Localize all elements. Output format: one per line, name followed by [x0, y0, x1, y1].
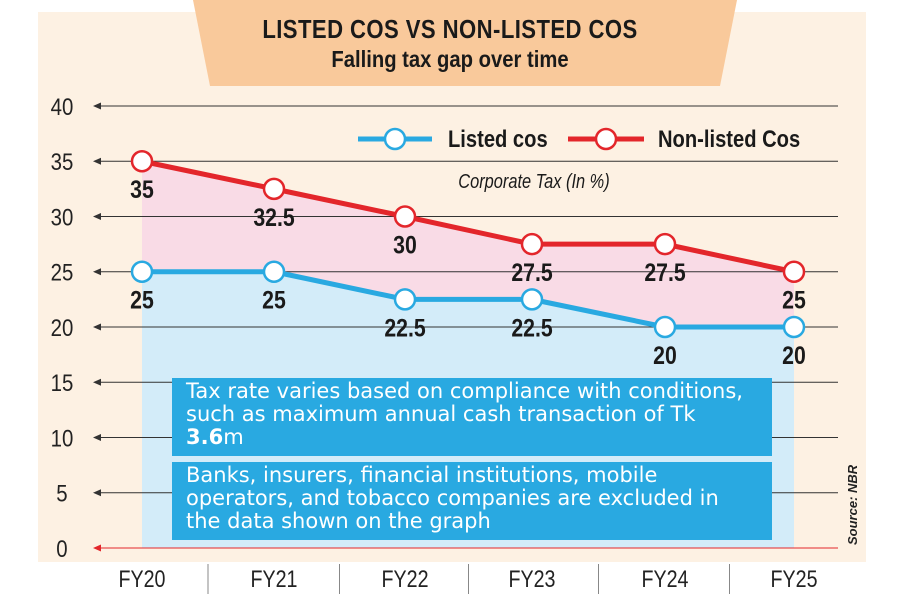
x-tick-label: FY22 [381, 565, 428, 592]
legend-marker-nonlisted [594, 127, 618, 151]
chart-subtitle: Falling tax gap over time [331, 46, 569, 72]
y-tick-label: 40 [51, 93, 74, 120]
data-label-listed: 20 [782, 341, 806, 369]
note-compliance: Tax rate varies based on compliance with… [172, 378, 772, 456]
data-label-nonlisted: 30 [393, 231, 417, 259]
x-tick-label: FY21 [250, 565, 297, 592]
gridline-arrow-20 [93, 323, 101, 331]
y-tick-label: 25 [51, 259, 74, 286]
y-tick-label: 20 [51, 314, 74, 341]
x-tick-label: FY25 [770, 565, 817, 592]
note1-unit: m [223, 425, 244, 449]
y-tick-label: 30 [51, 204, 74, 231]
x-tick-label: FY20 [118, 565, 165, 592]
data-label-listed: 20 [653, 341, 677, 369]
data-label-listed: 22.5 [384, 314, 425, 342]
data-point-nonlisted [520, 232, 544, 256]
legend-label-nonlisted: Non-listed Cos [658, 125, 800, 152]
gap-area [142, 161, 794, 327]
chart-title: LISTED COS VS NON-LISTED COS [262, 14, 638, 44]
data-label-nonlisted: 27.5 [644, 258, 685, 286]
gridline-arrow-5 [93, 489, 101, 497]
legend-marker-listed [383, 127, 407, 151]
data-point-nonlisted [130, 150, 154, 173]
y-tick-label: 5 [56, 480, 67, 507]
data-point-nonlisted [782, 260, 806, 283]
note-exclusions: Banks, insurers, financial institutions,… [172, 462, 772, 540]
data-point-nonlisted [393, 205, 417, 228]
series-line-listed [142, 269, 794, 330]
note1-amount: 3.6 [186, 425, 224, 449]
gridline-arrow-40 [93, 102, 101, 110]
gridline-arrow-35 [93, 157, 101, 165]
y-tick-label: 35 [51, 149, 74, 176]
series-line-nonlisted [141, 158, 795, 275]
data-point-listed [262, 260, 286, 283]
y-tick-label: 10 [51, 425, 74, 452]
data-point-listed [653, 315, 677, 339]
data-point-listed [520, 288, 544, 311]
data-point-nonlisted [262, 177, 286, 201]
chart-units-caption: Corporate Tax (In %) [458, 169, 609, 192]
legend-label-listed: Listed cos [448, 125, 548, 152]
data-label-nonlisted: 32.5 [253, 203, 294, 231]
gridline-arrow-0 [93, 544, 101, 552]
data-label-listed: 22.5 [511, 314, 552, 342]
data-label-nonlisted: 25 [782, 286, 806, 314]
gridline-arrow-25 [93, 268, 101, 276]
y-tick-label: 15 [51, 370, 74, 397]
x-tick-label: FY23 [508, 565, 555, 592]
gridline-arrow-15 [93, 378, 101, 386]
data-point-listed [393, 288, 417, 311]
x-tick-label: FY24 [641, 565, 688, 592]
title-banner [193, 0, 737, 86]
gridline-arrow-10 [93, 434, 101, 441]
data-point-listed [130, 260, 154, 283]
data-label-nonlisted: 27.5 [511, 258, 552, 286]
y-tick-label: 0 [56, 535, 67, 562]
data-point-nonlisted [653, 232, 677, 256]
data-label-listed: 25 [130, 286, 154, 314]
gridline-arrow-30 [93, 213, 101, 220]
note1-text: Tax rate varies based on compliance with… [186, 379, 743, 426]
source-label: Source: NBR [845, 464, 860, 545]
data-point-listed [782, 315, 806, 339]
data-label-nonlisted: 35 [130, 176, 154, 204]
data-label-listed: 25 [262, 286, 286, 314]
